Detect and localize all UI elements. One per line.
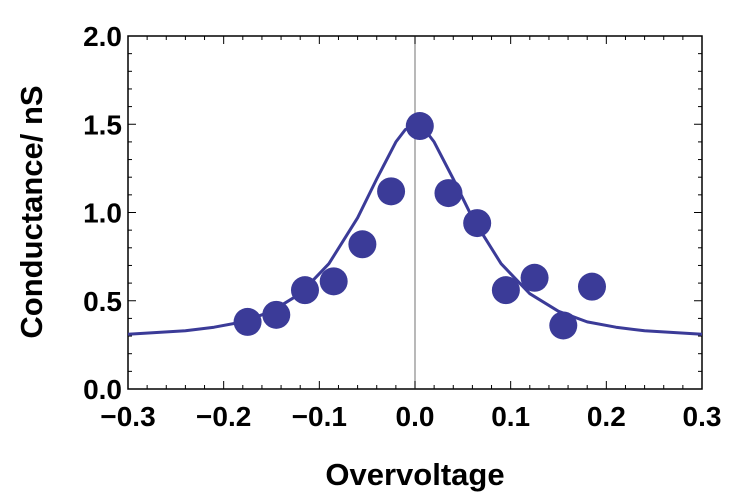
data-point <box>262 301 290 329</box>
y-tick-label: 0.0 <box>83 374 122 405</box>
x-tick-label: 0.0 <box>396 401 435 432</box>
plot-frame <box>128 36 702 389</box>
x-tick-label: 0.2 <box>587 401 626 432</box>
y-tick-label: 2.0 <box>83 21 122 52</box>
data-point <box>320 267 348 295</box>
y-axis-ticks: 0.0 0.5 1.0 1.5 2.0 <box>83 21 702 405</box>
y-axis-label: Conductance/ nS <box>14 85 49 338</box>
data-point <box>291 276 319 304</box>
x-tick-label: 0.1 <box>491 401 530 432</box>
data-point <box>578 273 606 301</box>
data-point <box>234 308 262 336</box>
x-tick-label: −0.1 <box>292 401 347 432</box>
data-point <box>549 311 577 339</box>
y-tick-label: 0.5 <box>83 286 122 317</box>
data-point <box>377 177 405 205</box>
x-tick-label: 0.3 <box>683 401 722 432</box>
x-axis-ticks: −0.3 −0.2 −0.1 0.0 0.1 0.2 0.3 <box>100 36 721 432</box>
data-point <box>348 230 376 258</box>
y-tick-label: 1.0 <box>83 198 122 229</box>
data-point <box>521 264 549 292</box>
data-point <box>434 179 462 207</box>
data-point <box>492 276 520 304</box>
data-point <box>406 112 434 140</box>
x-tick-label: −0.3 <box>100 401 155 432</box>
x-axis-label: Overvoltage <box>325 457 504 492</box>
y-tick-label: 1.5 <box>83 109 122 140</box>
data-point <box>463 209 491 237</box>
x-tick-label: −0.2 <box>196 401 251 432</box>
